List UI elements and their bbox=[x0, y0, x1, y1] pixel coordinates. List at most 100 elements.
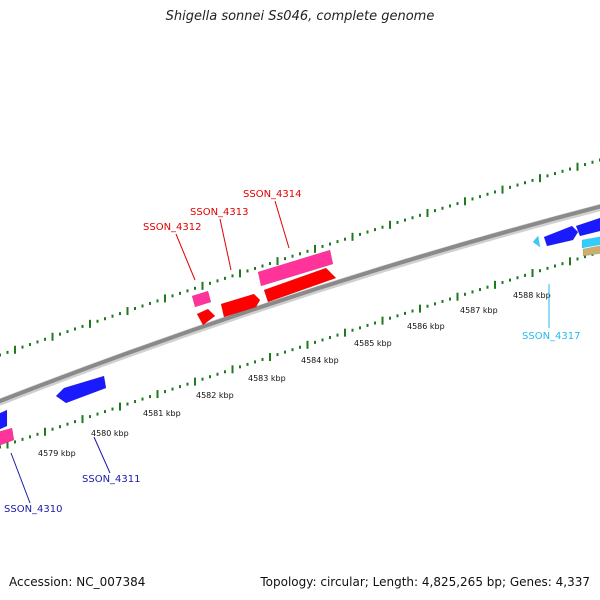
inner-minor-tick bbox=[539, 269, 541, 273]
inner-minor-tick bbox=[14, 440, 16, 444]
outer-tick-track bbox=[0, 158, 600, 357]
inner-minor-tick bbox=[351, 328, 354, 332]
inner-major-tick bbox=[156, 390, 159, 399]
genome-summary-text: Topology: circular; Length: 4,825,265 bp… bbox=[260, 575, 590, 589]
inner-major-tick bbox=[44, 427, 46, 436]
inner-minor-tick bbox=[171, 387, 174, 391]
gene-label-sson-4313: SSON_4313 bbox=[190, 207, 249, 218]
accession-text: Accession: NC_007384 bbox=[9, 575, 146, 589]
inner-minor-tick bbox=[426, 304, 429, 308]
outer-minor-tick bbox=[0, 353, 1, 357]
outer-minor-tick bbox=[36, 340, 39, 344]
inner-minor-tick bbox=[216, 372, 219, 376]
outer-minor-tick bbox=[546, 174, 549, 178]
outer-minor-tick bbox=[104, 317, 106, 321]
inner-minor-tick bbox=[336, 333, 339, 337]
inner-minor-tick bbox=[96, 412, 99, 416]
inner-minor-tick bbox=[404, 311, 406, 315]
outer-minor-tick bbox=[554, 172, 556, 176]
inner-minor-tick bbox=[29, 435, 31, 439]
gene-feature-sson-4313 bbox=[220, 293, 261, 318]
outer-minor-tick bbox=[419, 213, 421, 217]
inner-major-tick bbox=[6, 440, 9, 449]
inner-major-tick bbox=[269, 353, 271, 362]
leader-line-sson-4310 bbox=[10, 452, 31, 504]
scale-label: 4584 kbp bbox=[301, 356, 339, 365]
outer-minor-tick bbox=[471, 197, 474, 201]
scale-labels: 4579 kbp 4580 kbp 4581 kbp 4582 kbp 4583 kbp… bbox=[38, 291, 551, 458]
inner-minor-tick bbox=[516, 276, 519, 280]
gene-label-sson-4311: SSON_4311 bbox=[82, 474, 141, 485]
inner-minor-tick bbox=[501, 280, 504, 284]
outer-minor-tick bbox=[344, 237, 346, 241]
gene-feature-sson-4312 bbox=[191, 290, 212, 308]
scale-label: 4585 kbp bbox=[354, 339, 392, 348]
outer-minor-tick bbox=[6, 350, 9, 354]
gene-feature-blue-right-1 bbox=[543, 225, 579, 247]
inner-minor-tick bbox=[59, 425, 61, 429]
outer-minor-tick bbox=[374, 228, 376, 232]
gene-label-sson-4312: SSON_4312 bbox=[143, 222, 202, 233]
inner-minor-tick bbox=[104, 410, 106, 414]
inner-minor-tick bbox=[486, 285, 489, 289]
inner-minor-tick bbox=[36, 432, 39, 436]
outer-minor-tick bbox=[291, 254, 294, 258]
outer-minor-tick bbox=[329, 242, 331, 246]
outer-major-tick bbox=[201, 281, 204, 290]
outer-minor-tick bbox=[179, 291, 181, 295]
inner-minor-tick bbox=[149, 395, 151, 399]
inner-minor-tick bbox=[524, 273, 526, 277]
outer-minor-tick bbox=[456, 202, 459, 206]
outer-minor-tick bbox=[336, 240, 339, 244]
outer-minor-tick bbox=[194, 286, 196, 290]
inner-minor-tick bbox=[366, 323, 369, 327]
inner-minor-tick bbox=[561, 262, 564, 266]
inner-major-tick bbox=[231, 365, 234, 374]
outer-minor-tick bbox=[494, 190, 496, 194]
inner-minor-tick bbox=[224, 370, 226, 374]
inner-minor-tick bbox=[411, 309, 414, 313]
outer-minor-tick bbox=[561, 169, 564, 173]
inner-minor-tick bbox=[554, 264, 556, 268]
outer-minor-tick bbox=[96, 319, 99, 323]
gene-label-sson-4314: SSON_4314 bbox=[243, 189, 302, 200]
outer-minor-tick bbox=[111, 314, 114, 318]
outer-minor-tick bbox=[516, 183, 519, 187]
outer-minor-tick bbox=[411, 216, 414, 220]
inner-minor-tick bbox=[389, 316, 391, 320]
leader-line-sson-4312 bbox=[175, 233, 196, 281]
inner-major-tick bbox=[81, 415, 84, 424]
genome-backbone bbox=[0, 203, 600, 406]
inner-minor-tick bbox=[209, 375, 211, 379]
outer-minor-tick bbox=[531, 178, 534, 182]
scale-label: 4583 kbp bbox=[248, 374, 286, 383]
outer-major-tick bbox=[539, 174, 541, 183]
outer-major-tick bbox=[426, 208, 429, 217]
outer-minor-tick bbox=[216, 279, 219, 283]
gene-feature-red-small bbox=[196, 308, 216, 326]
gene-features bbox=[0, 217, 600, 446]
outer-major-tick bbox=[314, 244, 316, 253]
gene-feature-sson-4311 bbox=[55, 375, 107, 404]
outer-major-tick bbox=[164, 294, 166, 303]
inner-minor-tick bbox=[0, 445, 1, 449]
outer-minor-tick bbox=[171, 294, 174, 298]
gene-feature-pink bbox=[0, 427, 15, 446]
inner-major-tick bbox=[494, 280, 496, 289]
outer-minor-tick bbox=[149, 301, 151, 305]
outer-minor-tick bbox=[404, 218, 406, 222]
outer-minor-tick bbox=[441, 206, 444, 210]
inner-minor-tick bbox=[66, 422, 69, 426]
inner-minor-tick bbox=[434, 302, 436, 306]
inner-minor-tick bbox=[284, 350, 286, 354]
outer-minor-tick bbox=[359, 232, 361, 236]
gene-labels: SSON_4310 SSON_4311 SSON_4312 SSON_4313 SSON… bbox=[4, 189, 581, 515]
inner-minor-tick bbox=[111, 407, 114, 411]
inner-minor-tick bbox=[509, 278, 511, 282]
inner-minor-tick bbox=[546, 266, 549, 270]
outer-major-tick bbox=[51, 332, 54, 341]
outer-minor-tick bbox=[569, 167, 571, 171]
gene-feature-tan-right bbox=[582, 245, 600, 257]
inner-minor-tick bbox=[74, 420, 76, 424]
